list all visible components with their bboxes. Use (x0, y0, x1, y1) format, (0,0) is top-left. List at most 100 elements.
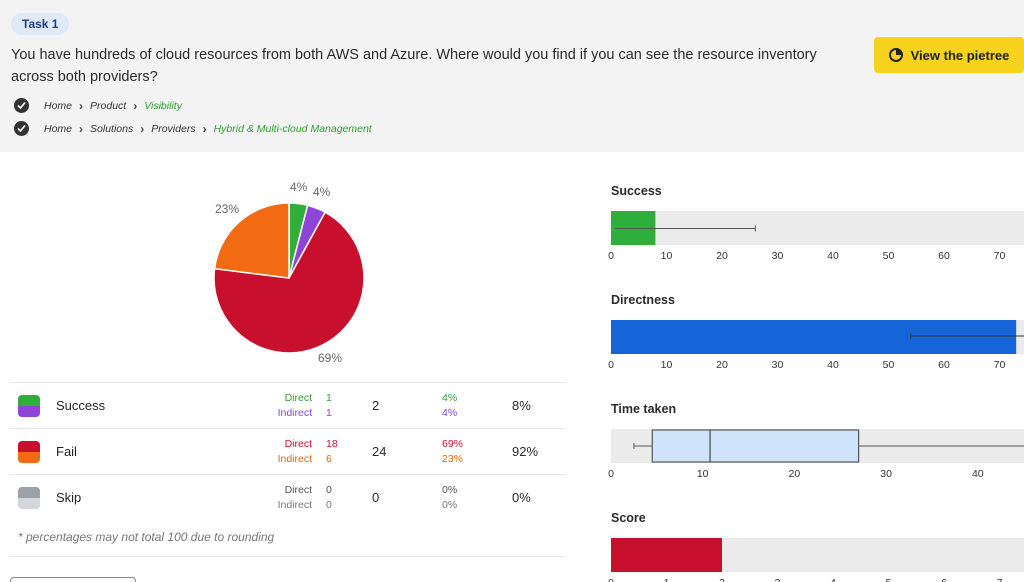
indirect-label: Indirect (277, 406, 312, 419)
result-name: Fail (46, 428, 206, 475)
path-item: Solutions (90, 122, 134, 135)
result-swatch (10, 474, 46, 521)
direct-percent: 0% (442, 483, 458, 496)
metric-title-score: Score (611, 511, 646, 525)
success-tick-label: 60 (938, 250, 950, 262)
chevron-right-icon: › (202, 121, 207, 136)
results-table: Success Direct Indirect 1 1 2 4% 4% 8% Fail Direct… (10, 382, 566, 521)
directness-tick-label: 50 (883, 359, 895, 371)
success-tick-label: 30 (772, 250, 784, 262)
divider (10, 556, 566, 557)
direct-indirect-percent: 69% 23% (442, 428, 512, 475)
indirect-label: Indirect (277, 498, 312, 511)
task-question: You have hundreds of cloud resources fro… (11, 47, 817, 85)
direct-count: 0 (326, 483, 332, 496)
result-row-fail: Fail Direct Indirect 18 6 24 69% 23% 92% (10, 428, 566, 475)
directness-tick-label: 40 (827, 359, 839, 371)
direct-indirect-percent: 0% 0% (442, 474, 512, 521)
indirect-percent: 23% (442, 452, 464, 465)
success-tick-label: 40 (827, 250, 839, 262)
view-pietree-button[interactable]: View the pietree (874, 37, 1024, 73)
pie-chart-icon (888, 48, 903, 62)
rounding-note: * percentages may not total 100 due to r… (18, 530, 275, 544)
swatch-indirect (18, 497, 40, 509)
indirect-label: Indirect (277, 452, 312, 465)
result-row-success: Success Direct Indirect 1 1 2 4% 4% 8% (10, 382, 566, 429)
score-tick-label: 1 (664, 577, 670, 582)
pie-label-success-direct: 4% (290, 180, 308, 194)
check-circle-icon (14, 98, 29, 113)
pie-label-fail-direct: 69% (318, 351, 343, 365)
indirect-percent: 0% (442, 498, 458, 511)
indirect-count: 1 (326, 406, 332, 419)
path-item: Product (90, 99, 127, 112)
direct-count: 18 (326, 437, 338, 450)
total-percent: 0% (512, 474, 566, 521)
success-tick-label: 10 (661, 250, 673, 262)
time-tick-label: 30 (880, 468, 892, 480)
swatch-direct (18, 394, 40, 406)
direct-indirect-labels: Direct Indirect (206, 382, 326, 429)
swatch-direct (18, 440, 40, 452)
task-label: Task 1 (11, 13, 70, 35)
result-swatch (10, 428, 46, 475)
indirect-percent: 4% (442, 406, 458, 419)
time-tick-label: 10 (697, 468, 709, 480)
result-row-skip: Skip Direct Indirect 0 0 0 0% 0% 0% (10, 474, 566, 521)
chevron-right-icon: › (79, 121, 84, 136)
directness-tick-label: 60 (938, 359, 950, 371)
pie-label-success-indirect: 4% (313, 185, 331, 199)
time-tick-label: 0 (608, 468, 614, 480)
direct-percent: 69% (442, 437, 464, 450)
total-count: 0 (362, 474, 442, 521)
success-tick-label: 50 (883, 250, 895, 262)
directness-tick-label: 70 (994, 359, 1006, 371)
total-percent: 92% (512, 428, 566, 475)
correct-path-2: Home › Solutions › Providers › Hybrid & … (14, 121, 372, 136)
success-tick-label: 20 (716, 250, 728, 262)
pie-slice-fail-indirect (213, 202, 290, 279)
task-header: Task 1 You have hundreds of cloud resour… (0, 0, 1024, 152)
swatch-indirect (18, 451, 40, 463)
pie-slice-fail-direct (213, 211, 365, 354)
direct-indirect-labels: Direct Indirect (206, 428, 326, 475)
score-bar (611, 538, 722, 572)
chevron-right-icon: › (140, 121, 145, 136)
direct-indirect-counts: 18 6 (326, 428, 362, 475)
indirect-count: 6 (326, 452, 332, 465)
total-count: 2 (362, 382, 442, 429)
chevron-right-icon: › (79, 98, 84, 113)
correct-path-1: Home › Product › Visibility (14, 98, 182, 113)
metric-title-success: Success (611, 184, 662, 198)
success-tick-label: 0 (608, 250, 614, 262)
path-destination: Visibility (144, 99, 182, 112)
direct-percent: 4% (442, 391, 458, 404)
result-name: Skip (46, 474, 206, 521)
directness-tick-label: 10 (661, 359, 673, 371)
metric-title-time: Time taken (611, 402, 677, 416)
time-tick-label: 20 (789, 468, 801, 480)
total-count: 24 (362, 428, 442, 475)
partial-button[interactable] (10, 577, 136, 582)
score-tick-label: 6 (941, 577, 947, 582)
direct-indirect-percent: 4% 4% (442, 382, 512, 429)
metric-title-directness: Directness (611, 293, 675, 307)
check-circle-icon (14, 121, 29, 136)
score-tick-label: 7 (997, 577, 1003, 582)
view-pietree-label: View the pietree (910, 47, 1010, 63)
score-tick-label: 0 (608, 577, 614, 582)
score-tick-label: 5 (886, 577, 892, 582)
directness-bar (611, 320, 1017, 354)
directness-tick-label: 0 (608, 359, 614, 371)
result-name: Success (46, 382, 206, 429)
directness-tick-label: 20 (716, 359, 728, 371)
direct-label: Direct (284, 437, 312, 450)
total-percent: 8% (512, 382, 566, 429)
